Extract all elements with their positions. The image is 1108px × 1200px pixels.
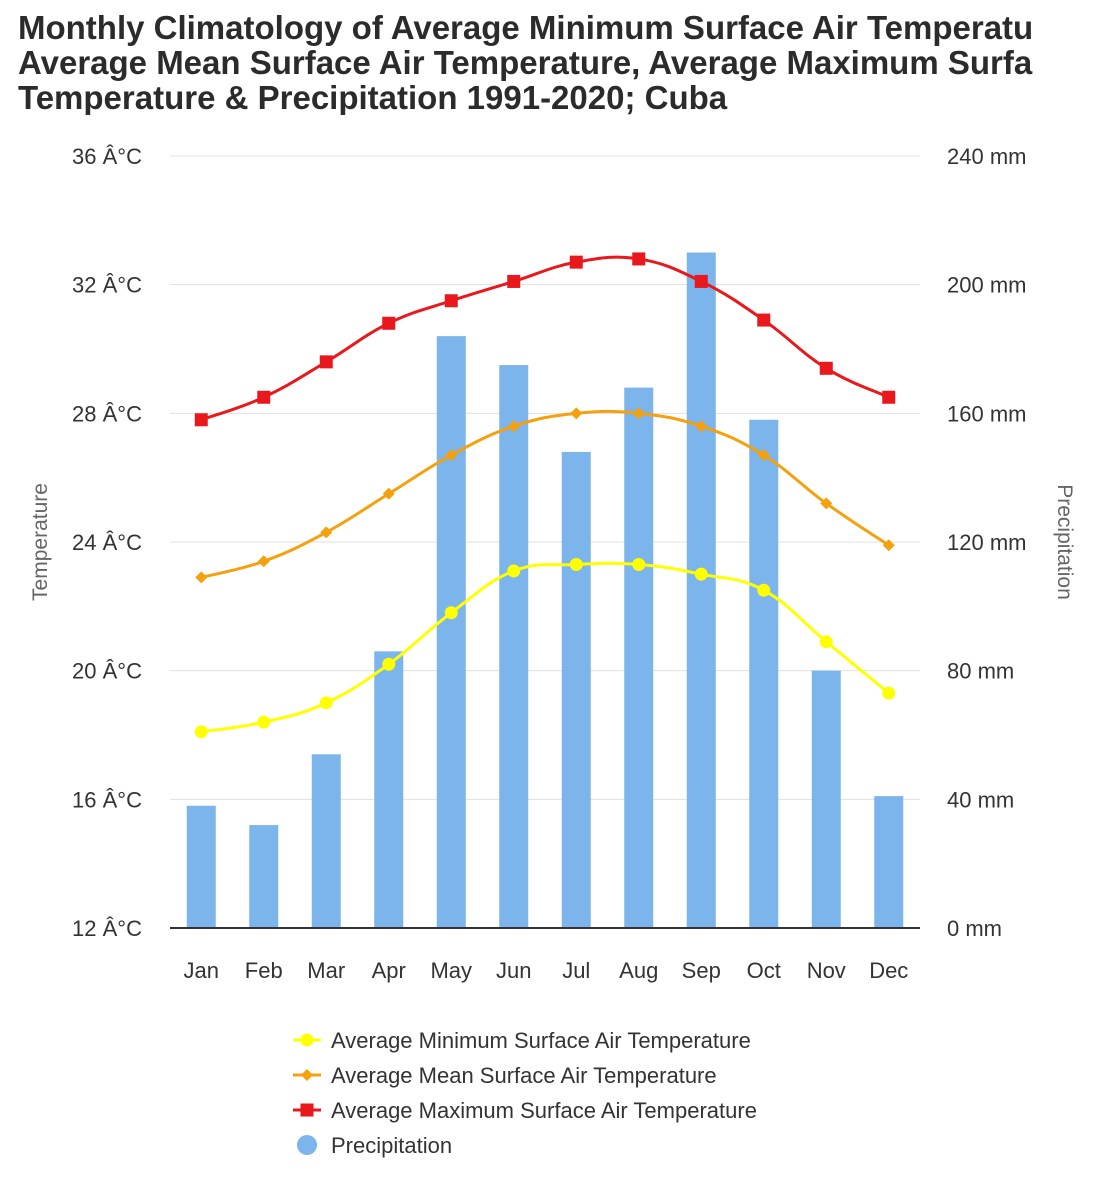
max-temp-point bbox=[444, 294, 458, 308]
max-temp-point bbox=[632, 252, 646, 266]
bar-layer bbox=[186, 252, 904, 929]
left-tick-label: 16 Â°C bbox=[72, 787, 142, 812]
right-tick-label: 240 mm bbox=[947, 144, 1026, 169]
x-tick-label: Dec bbox=[869, 958, 908, 983]
legend-label: Average Minimum Surface Air Temperature bbox=[331, 1028, 751, 1053]
max-temp-point bbox=[569, 255, 583, 269]
legend-label: Average Maximum Surface Air Temperature bbox=[331, 1098, 757, 1123]
max-temp-point bbox=[257, 390, 271, 404]
min-temp-line bbox=[201, 561, 890, 734]
title-line-3: Temperature & Precipitation 1991-2020; C… bbox=[18, 79, 728, 115]
min-temp-point bbox=[507, 564, 521, 578]
min-temp-point bbox=[194, 725, 208, 739]
x-tick-label: May bbox=[430, 958, 472, 983]
x-tick-label: Apr bbox=[372, 958, 406, 983]
x-tick-label: Jul bbox=[562, 958, 590, 983]
min-temp-point bbox=[569, 558, 583, 572]
precipitation-bar bbox=[749, 419, 779, 928]
legend-marker bbox=[300, 1033, 314, 1047]
mean-temp-point bbox=[507, 420, 520, 433]
mean-temp-line bbox=[200, 409, 890, 579]
left-axis-title: Temperature bbox=[29, 483, 52, 601]
mean-temp-point bbox=[382, 487, 395, 500]
min-temp-point bbox=[694, 567, 708, 581]
right-tick-label: 0 mm bbox=[947, 916, 1002, 941]
min-temp-point bbox=[382, 657, 396, 671]
precipitation-bar bbox=[624, 387, 654, 929]
title-line-2: Average Mean Surface Air Temperature, Av… bbox=[18, 44, 1033, 81]
precipitation-bar bbox=[436, 336, 466, 929]
legend-marker bbox=[297, 1135, 317, 1155]
line-layer bbox=[194, 252, 896, 739]
max-temp-point bbox=[194, 413, 208, 427]
axis-layer: 12 Â°C 16 Â°C 20 Â°C 24 Â°C 28 Â°C 32 Â°C 36 Â… bbox=[72, 144, 1026, 983]
right-tick-label: 40 mm bbox=[947, 787, 1014, 812]
max-temp-point bbox=[757, 313, 771, 327]
mean-temp-point bbox=[570, 407, 583, 420]
legend-marker bbox=[300, 1103, 314, 1117]
x-tick-label: Oct bbox=[747, 958, 781, 983]
min-temp-point bbox=[444, 606, 458, 620]
left-tick-label: 28 Â°C bbox=[72, 401, 142, 426]
left-tick-label: 32 Â°C bbox=[72, 273, 142, 298]
mean-temp-point bbox=[632, 407, 645, 420]
min-temp-point bbox=[882, 686, 896, 700]
right-tick-label: 160 mm bbox=[947, 401, 1026, 426]
max-temp-line bbox=[200, 255, 890, 422]
precipitation-bar bbox=[186, 805, 216, 928]
x-tick-label: Aug bbox=[619, 958, 658, 983]
right-tick-label: 200 mm bbox=[947, 273, 1026, 298]
max-temp-point bbox=[382, 316, 396, 330]
mean-temp-point bbox=[195, 571, 208, 584]
left-tick-label: 36 Â°C bbox=[72, 144, 142, 169]
legend-label: Precipitation bbox=[331, 1133, 452, 1158]
right-axis-title: Precipitation bbox=[1053, 484, 1076, 600]
mean-temp-point bbox=[257, 555, 270, 568]
title-line-1: Monthly Climatology of Average Minimum S… bbox=[18, 10, 1034, 46]
mean-temp-point bbox=[320, 526, 333, 539]
max-temp-point bbox=[882, 390, 896, 404]
right-tick-label: 120 mm bbox=[947, 530, 1026, 555]
min-temp-point bbox=[257, 715, 271, 729]
legend-label: Average Mean Surface Air Temperature bbox=[331, 1063, 717, 1088]
precipitation-bar bbox=[874, 796, 904, 928]
min-temp-point bbox=[319, 696, 333, 710]
mean-temp-point bbox=[757, 449, 770, 462]
max-temp-point bbox=[819, 361, 833, 375]
grid-layer bbox=[170, 155, 920, 800]
x-tick-label: Feb bbox=[245, 958, 283, 983]
mean-temp-point bbox=[695, 420, 708, 433]
precipitation-bar bbox=[561, 451, 591, 928]
x-tick-label: Sep bbox=[682, 958, 721, 983]
precipitation-bar bbox=[249, 825, 279, 928]
min-temp-point bbox=[819, 635, 833, 649]
left-tick-label: 12 Â°C bbox=[72, 916, 142, 941]
min-temp-point bbox=[757, 583, 771, 597]
mean-temp-point bbox=[445, 449, 458, 462]
x-tick-label: Nov bbox=[807, 958, 846, 983]
min-temp-point bbox=[632, 558, 646, 572]
x-tick-label: Jun bbox=[496, 958, 531, 983]
right-tick-label: 80 mm bbox=[947, 659, 1014, 684]
precipitation-bar bbox=[499, 365, 529, 928]
max-temp-point bbox=[507, 274, 521, 288]
mean-temp-point bbox=[820, 497, 833, 510]
precipitation-bar bbox=[311, 754, 341, 928]
x-tick-label: Jan bbox=[184, 958, 219, 983]
precipitation-bar bbox=[811, 670, 841, 928]
precipitation-bar bbox=[374, 651, 404, 928]
precipitation-bar bbox=[686, 252, 716, 928]
left-tick-label: 20 Â°C bbox=[72, 659, 142, 684]
x-tick-label: Mar bbox=[307, 958, 345, 983]
legend: Average Minimum Surface Air Temperature A… bbox=[293, 1028, 757, 1158]
legend-marker bbox=[301, 1069, 313, 1081]
max-temp-point bbox=[319, 355, 333, 369]
mean-temp-point bbox=[882, 539, 895, 552]
chart-title: Monthly Climatology of Average Minimum S… bbox=[18, 10, 1108, 115]
max-temp-point bbox=[694, 274, 708, 288]
left-tick-label: 24 Â°C bbox=[72, 530, 142, 555]
